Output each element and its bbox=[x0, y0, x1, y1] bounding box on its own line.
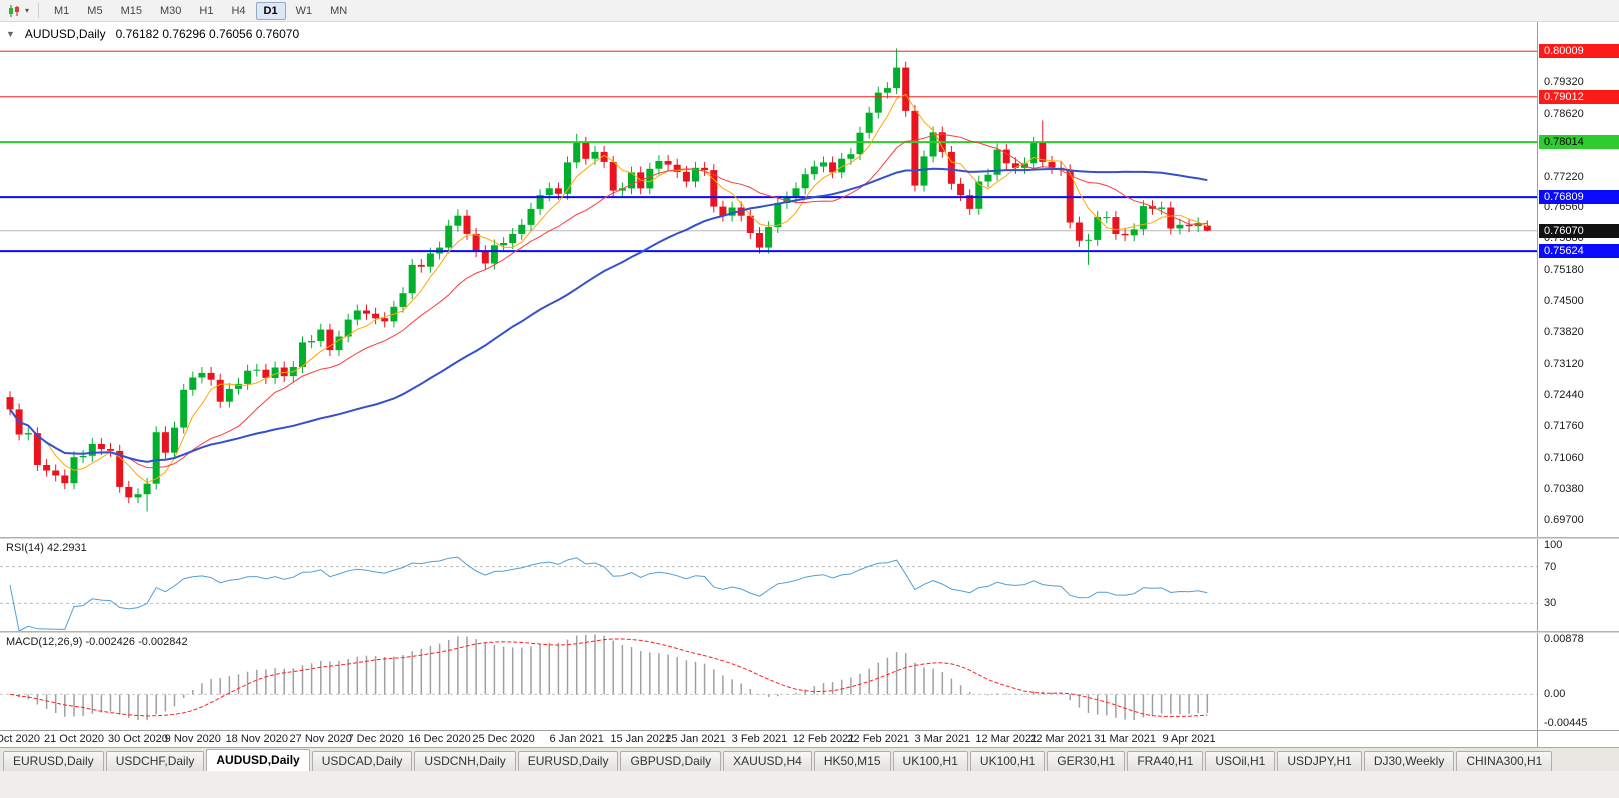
time-axis-label: 12 Mar 2021 bbox=[975, 733, 1038, 745]
time-axis-label: 27 Nov 2020 bbox=[289, 733, 352, 745]
chart-ohlc-values: 0.76182 0.76296 0.76056 0.76070 bbox=[115, 27, 300, 41]
time-axis-label: 3 Mar 2021 bbox=[914, 733, 971, 745]
macd-canvas[interactable] bbox=[0, 633, 1537, 730]
price-chart-panel: ▼ AUDUSD,Daily 0.76182 0.76296 0.76056 0… bbox=[0, 22, 1619, 537]
price-level-badge: 0.75624 bbox=[1539, 244, 1619, 259]
price-axis-label: 0.74500 bbox=[1544, 295, 1584, 308]
toolbar-divider bbox=[38, 3, 40, 18]
chart-tab-usoil-h1[interactable]: USOil,H1 bbox=[1205, 751, 1276, 771]
rsi-label: RSI(14) 42.2931 bbox=[6, 542, 87, 554]
price-axis-label: 0.73120 bbox=[1544, 358, 1584, 371]
price-axis-label: 0.72440 bbox=[1544, 389, 1584, 402]
rsi-axis-label: 70 bbox=[1544, 560, 1557, 573]
rsi-axis-label: 30 bbox=[1544, 597, 1557, 610]
chart-tab-eurusd-daily[interactable]: EURUSD,Daily bbox=[3, 751, 104, 771]
time-axis-label: 6 Jan 2021 bbox=[549, 733, 604, 745]
time-axis-label: 9 Apr 2021 bbox=[1162, 733, 1216, 745]
chevron-down-icon[interactable]: ▾ bbox=[25, 6, 30, 15]
chart-tab-china300-h1[interactable]: CHINA300,H1 bbox=[1456, 751, 1553, 771]
time-axis-label: 31 Mar 2021 bbox=[1094, 733, 1156, 745]
macd-axis-label: -0.00445 bbox=[1544, 717, 1588, 730]
time-axis-label: 7 Dec 2020 bbox=[347, 733, 404, 745]
price-axis-label: 0.77220 bbox=[1544, 171, 1584, 184]
timeframe-button-w1[interactable]: W1 bbox=[295, 4, 313, 17]
rsi-axis-label: 100 bbox=[1544, 539, 1563, 551]
timeframe-button-m5[interactable]: M5 bbox=[87, 4, 103, 17]
macd-panel: MACD(12,26,9) -0.002426 -0.002842 0.0087… bbox=[0, 633, 1619, 730]
price-axis-label: 0.75180 bbox=[1544, 264, 1584, 277]
time-axis-label: 25 Dec 2020 bbox=[472, 733, 535, 745]
price-level-badge: 0.76809 bbox=[1539, 190, 1619, 205]
macd-axis-label: 0.00878 bbox=[1544, 633, 1584, 645]
chart-tab-eurusd-daily[interactable]: EURUSD,Daily bbox=[517, 751, 619, 771]
timeframe-button-mn[interactable]: MN bbox=[330, 4, 348, 17]
price-axis-label: 0.79320 bbox=[1544, 75, 1584, 88]
price-axis-label: 0.69700 bbox=[1544, 514, 1584, 527]
time-axis-label: 30 Oct 2020 bbox=[107, 733, 168, 745]
rsi-panel: RSI(14) 42.2931 100 70 30 bbox=[0, 539, 1619, 631]
price-axis-label: 0.71760 bbox=[1544, 420, 1584, 433]
macd-label: MACD(12,26,9) -0.002426 -0.002842 bbox=[6, 636, 188, 648]
chart-tab-hk50-m15[interactable]: HK50,M15 bbox=[813, 751, 891, 771]
current-price-badge: 0.76070 bbox=[1539, 223, 1619, 238]
time-axis-label: 15 Jan 2021 bbox=[610, 733, 671, 745]
panel-resize-handle[interactable] bbox=[0, 631, 1619, 633]
chart-tabs-bar: EURUSD,Daily USDCHF,Daily AUDUSD,Daily USDC… bbox=[0, 747, 1619, 771]
timeframe-button-m15[interactable]: M15 bbox=[120, 4, 142, 17]
chart-tab-xauusd-h4[interactable]: XAUUSD,H4 bbox=[723, 751, 812, 771]
time-axis-label: 21 Oct 2020 bbox=[44, 733, 104, 745]
chart-tab-audusd-daily[interactable]: AUDUSD,Daily bbox=[206, 749, 310, 771]
time-axis-label: 22 Mar 2021 bbox=[1030, 733, 1092, 745]
price-axis-label: 0.78620 bbox=[1544, 107, 1584, 120]
chart-tab-ger30-h1[interactable]: GER30,H1 bbox=[1047, 751, 1126, 771]
price-level-badge: 0.78014 bbox=[1539, 135, 1619, 150]
macd-axis-label: 0.00 bbox=[1544, 688, 1566, 701]
time-axis-label: 22 Feb 2021 bbox=[847, 733, 910, 745]
price-level-badge: 0.80009 bbox=[1539, 44, 1619, 59]
candlestick-chart-icon[interactable] bbox=[4, 3, 24, 19]
rsi-axis[interactable]: 100 70 30 bbox=[1537, 539, 1619, 631]
chart-symbol-label: AUDUSD,Daily bbox=[24, 27, 106, 41]
timeframe-button-h1[interactable]: H1 bbox=[199, 4, 214, 17]
chart-tab-gbpusd-daily[interactable]: GBPUSD,Daily bbox=[620, 751, 722, 771]
chart-tab-usdchf-daily[interactable]: USDCHF,Daily bbox=[105, 751, 205, 771]
time-axis-label: 9 Nov 2020 bbox=[164, 733, 221, 745]
candlestick-chart-glyph bbox=[9, 4, 19, 17]
time-axis-label: 12 Oct 2020 bbox=[0, 733, 40, 745]
timeframe-button-m1[interactable]: M1 bbox=[54, 4, 70, 17]
macd-axis[interactable]: 0.00878 0.00 -0.00445 bbox=[1537, 633, 1619, 730]
time-axis-label: 18 Nov 2020 bbox=[225, 733, 288, 745]
timeframe-button-m30[interactable]: M30 bbox=[159, 4, 182, 17]
chart-tab-usdcnh-daily[interactable]: USDCNH,Daily bbox=[414, 751, 516, 771]
chart-title: ▼ AUDUSD,Daily 0.76182 0.76296 0.76056 0… bbox=[6, 27, 299, 41]
time-axis-label: 16 Dec 2020 bbox=[408, 733, 471, 745]
chart-toolbar: ▾ M1 M5 M15 M30 H1 H4 D1 W1 MN bbox=[0, 0, 1619, 22]
status-strip bbox=[0, 771, 1619, 798]
price-axis-label: 0.76560 bbox=[1544, 201, 1584, 214]
timeframe-button-d1[interactable]: D1 bbox=[255, 1, 286, 20]
price-axis[interactable]: 0.793200.786200.779200.772200.765600.758… bbox=[1537, 22, 1619, 537]
price-axis-label: 0.71060 bbox=[1544, 452, 1584, 465]
price-axis-label: 0.73820 bbox=[1544, 326, 1584, 339]
chart-tab-usdjpy-h1[interactable]: USDJPY,H1 bbox=[1277, 751, 1362, 771]
time-axis-label: 25 Jan 2021 bbox=[665, 733, 726, 745]
price-chart-canvas[interactable] bbox=[0, 22, 1537, 537]
axis-corner bbox=[1537, 730, 1619, 747]
time-axis-label: 3 Feb 2021 bbox=[731, 733, 788, 745]
price-level-badge: 0.79012 bbox=[1539, 89, 1619, 104]
chart-tab-fra40-h1[interactable]: FRA40,H1 bbox=[1127, 751, 1204, 771]
rsi-canvas[interactable] bbox=[0, 539, 1537, 631]
timeframe-button-group: M1 M5 M15 M30 H1 H4 D1 W1 MN bbox=[45, 1, 356, 20]
chart-tab-dj30-weekly[interactable]: DJ30,Weekly bbox=[1363, 751, 1455, 771]
chart-tab-uk100-h1[interactable]: UK100,H1 bbox=[969, 751, 1046, 771]
panel-resize-handle[interactable] bbox=[0, 537, 1619, 539]
collapse-chart-icon[interactable]: ▼ bbox=[6, 29, 15, 39]
price-axis-label: 0.70380 bbox=[1544, 483, 1584, 496]
time-axis-label: 12 Feb 2021 bbox=[792, 733, 855, 745]
timeframe-button-h4[interactable]: H4 bbox=[231, 4, 246, 17]
chart-tab-usdcad-daily[interactable]: USDCAD,Daily bbox=[311, 751, 413, 771]
chart-tab-uk100-h1[interactable]: UK100,H1 bbox=[892, 751, 968, 771]
